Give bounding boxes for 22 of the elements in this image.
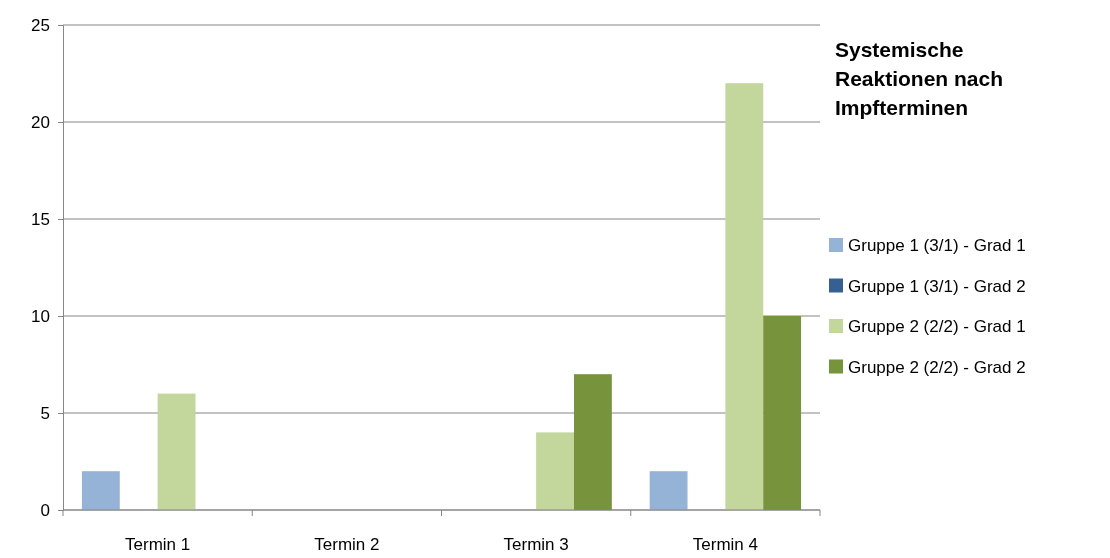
legend-label: Gruppe 2 (2/2) - Grad 1 xyxy=(848,317,1026,336)
text: Systemische Reaktionen nach Impfterminen xyxy=(835,38,1004,119)
bar xyxy=(763,316,802,510)
y-tick-label: 5 xyxy=(40,403,50,423)
bar xyxy=(536,432,574,510)
x-tick-label: Termin 2 xyxy=(314,535,380,554)
bar xyxy=(157,393,196,510)
x-tick-label: Termin 1 xyxy=(125,535,191,554)
bar xyxy=(649,471,688,510)
y-tick-label: 0 xyxy=(40,500,50,520)
bar xyxy=(725,83,764,510)
legend-label: Gruppe 1 (3/1) - Grad 1 xyxy=(848,236,1026,255)
y-tick-label: 25 xyxy=(31,15,50,35)
x-tick-label: Termin 3 xyxy=(503,535,569,554)
bar xyxy=(573,374,612,510)
y-tick-label: 20 xyxy=(31,112,50,132)
legend-label: Gruppe 2 (2/2) - Grad 2 xyxy=(848,357,1026,377)
x-tick-label: Termin 4 xyxy=(692,535,758,554)
bar xyxy=(81,471,120,510)
y-tick-label: 15 xyxy=(31,209,50,229)
y-tick-label: 10 xyxy=(31,306,50,326)
legend-label: Gruppe 1 (3/1) - Grad 2 xyxy=(848,276,1026,296)
